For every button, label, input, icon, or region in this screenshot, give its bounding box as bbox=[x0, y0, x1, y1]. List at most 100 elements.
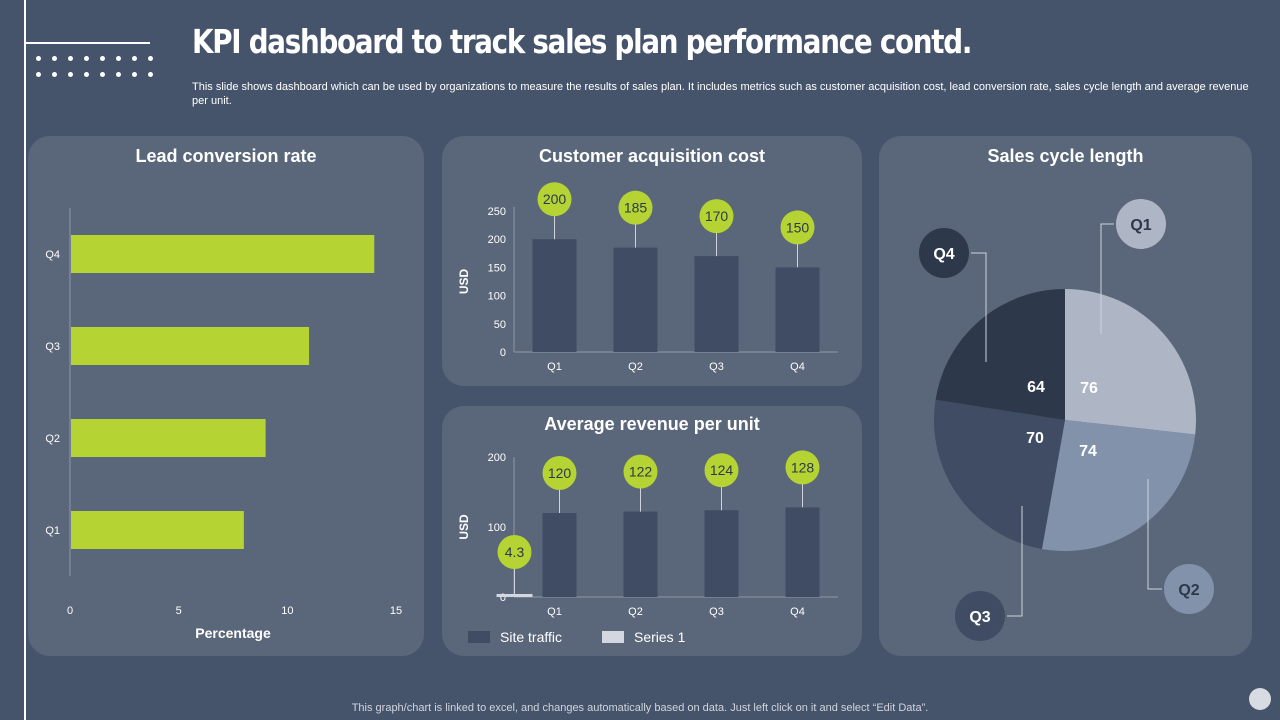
average-revenue-title: Average revenue per unit bbox=[544, 414, 760, 434]
pie-value-label: 64 bbox=[1027, 379, 1045, 396]
data-label-bubble bbox=[623, 454, 658, 489]
data-label: 120 bbox=[548, 465, 572, 481]
sales-cycle-title: Sales cycle length bbox=[987, 146, 1144, 166]
decor-dot bbox=[68, 56, 73, 61]
data-label-bubble bbox=[537, 182, 572, 217]
legend-swatch-series1 bbox=[602, 631, 624, 643]
bar-site-traffic-q1 bbox=[542, 513, 577, 597]
average-revenue-chart: 0 100 200 USD 4.3 120 Q1 122 Q2 124 Q3 128 Q4 Site tr… bbox=[457, 450, 838, 645]
bar-q3 bbox=[694, 256, 739, 352]
average-revenue-panel: Average revenue per unit 0 100 200 USD 4.3 12… bbox=[442, 406, 862, 656]
pie-slice-q3 bbox=[934, 399, 1065, 549]
decor-horizontal-line bbox=[24, 42, 150, 44]
pie-slice-q1 bbox=[1065, 289, 1196, 435]
x-tick-label: Q4 bbox=[790, 606, 805, 618]
x-axis-title: Percentage bbox=[195, 625, 271, 641]
bar-q1 bbox=[532, 239, 577, 352]
callout-bubble-q4 bbox=[917, 226, 971, 280]
lead-conversion-title: Lead conversion rate bbox=[135, 146, 317, 166]
bar-series1-q1 bbox=[496, 593, 533, 597]
x-tick-label: Q4 bbox=[790, 361, 805, 373]
x-tick-label: 5 bbox=[176, 605, 182, 617]
data-label-bubble bbox=[704, 453, 739, 488]
bar-q3 bbox=[71, 327, 310, 365]
sales-cycle-chart: 76 Q1 74 Q2 70 Q3 64 Q4 bbox=[917, 197, 1216, 643]
data-label: 185 bbox=[624, 200, 648, 216]
data-label-bubble bbox=[542, 456, 577, 490]
decor-dot bbox=[84, 72, 89, 77]
decor-dot bbox=[68, 72, 73, 77]
decor-dot bbox=[116, 56, 121, 61]
page-subtitle: This slide shows dashboard which can be … bbox=[192, 81, 1249, 107]
corner-circle bbox=[1249, 688, 1271, 710]
x-tick-label: Q3 bbox=[709, 361, 724, 373]
bar-q2 bbox=[71, 419, 266, 457]
legend-swatch-site-traffic bbox=[468, 631, 490, 643]
sales-cycle-panel: Sales cycle length 76 Q1 74 Q2 70 Q3 64 Q4 bbox=[879, 136, 1252, 656]
customer-acquisition-panel: Customer acquisition cost 0 50 100 150 200 25… bbox=[442, 136, 862, 386]
customer-acquisition-title: Customer acquisition cost bbox=[538, 146, 766, 166]
decor-dot bbox=[52, 72, 57, 77]
y-tick-label: 250 bbox=[488, 206, 506, 218]
callout-bubble-q2 bbox=[1162, 562, 1216, 616]
page-title: KPI dashboard to track sales plan perfor… bbox=[192, 22, 972, 61]
y-axis-title: USD bbox=[457, 514, 471, 540]
decor-vertical-line bbox=[24, 0, 26, 720]
customer-acquisition-chart: 0 50 100 150 200 250 USD 200 Q1 185 Q2 170 Q3 150 Q4 bbox=[457, 182, 838, 373]
bar-q4 bbox=[71, 235, 375, 273]
decor-dot bbox=[116, 72, 121, 77]
lead-conversion-chart: Q1 Q2 Q3 Q4 0 5 10 15 Percentage bbox=[45, 208, 402, 641]
data-label-bubble bbox=[699, 199, 734, 234]
decor-dot bbox=[148, 56, 153, 61]
data-label: 150 bbox=[786, 219, 810, 235]
bar-q4 bbox=[775, 267, 820, 352]
y-tick-label: Q4 bbox=[45, 249, 60, 261]
data-label: 128 bbox=[791, 459, 815, 475]
callout-label: Q3 bbox=[969, 609, 990, 626]
bar-q2 bbox=[613, 247, 658, 352]
bar-site-traffic-q3 bbox=[704, 510, 739, 597]
decor-dot bbox=[36, 72, 41, 77]
lead-conversion-panel: Lead conversion rate Q1 Q2 Q3 Q4 0 5 10 15 Perce… bbox=[28, 136, 424, 656]
pie-slice-q4 bbox=[935, 289, 1065, 420]
decor-dot bbox=[132, 72, 137, 77]
data-label: 170 bbox=[705, 208, 729, 224]
callout-bubble-q3 bbox=[953, 589, 1007, 643]
x-tick-label: Q2 bbox=[628, 361, 643, 373]
legend-label-series1: Series 1 bbox=[634, 629, 686, 645]
legend-label-site-traffic: Site traffic bbox=[500, 629, 562, 645]
data-label: 4.3 bbox=[505, 544, 525, 560]
decor-dot bbox=[36, 56, 41, 61]
callout-label: Q1 bbox=[1130, 217, 1151, 234]
y-tick-label: 50 bbox=[494, 319, 506, 331]
pie-value-label: 76 bbox=[1080, 380, 1098, 397]
decor-dots bbox=[32, 52, 162, 82]
decor-dot bbox=[84, 56, 89, 61]
decor-dot bbox=[52, 56, 57, 61]
callout-label: Q4 bbox=[933, 246, 954, 263]
x-tick-label: 10 bbox=[281, 605, 293, 617]
data-label: 122 bbox=[629, 464, 653, 480]
y-tick-label: 0 bbox=[500, 592, 506, 604]
decor-dot bbox=[132, 56, 137, 61]
callout-label: Q2 bbox=[1178, 582, 1199, 599]
decor-dot bbox=[148, 72, 153, 77]
decor-dot bbox=[100, 56, 105, 61]
y-axis-title: USD bbox=[457, 269, 471, 295]
y-tick-label: 200 bbox=[488, 234, 506, 246]
x-tick-label: Q2 bbox=[628, 606, 643, 618]
decor-dot bbox=[100, 72, 105, 77]
y-tick-label: 200 bbox=[488, 452, 506, 464]
data-label-bubble bbox=[497, 534, 532, 569]
data-label-bubble bbox=[618, 190, 653, 225]
y-tick-label: 150 bbox=[488, 262, 506, 274]
bar-q1 bbox=[71, 511, 244, 549]
y-tick-label: 0 bbox=[500, 347, 506, 359]
callout-bubble-q1 bbox=[1114, 197, 1168, 251]
x-tick-label: Q1 bbox=[547, 606, 562, 618]
data-label-bubble bbox=[785, 450, 820, 485]
y-tick-label: Q2 bbox=[45, 433, 60, 445]
pie-value-label: 70 bbox=[1026, 430, 1044, 447]
data-label: 124 bbox=[710, 462, 734, 478]
x-tick-label: 15 bbox=[390, 605, 402, 617]
